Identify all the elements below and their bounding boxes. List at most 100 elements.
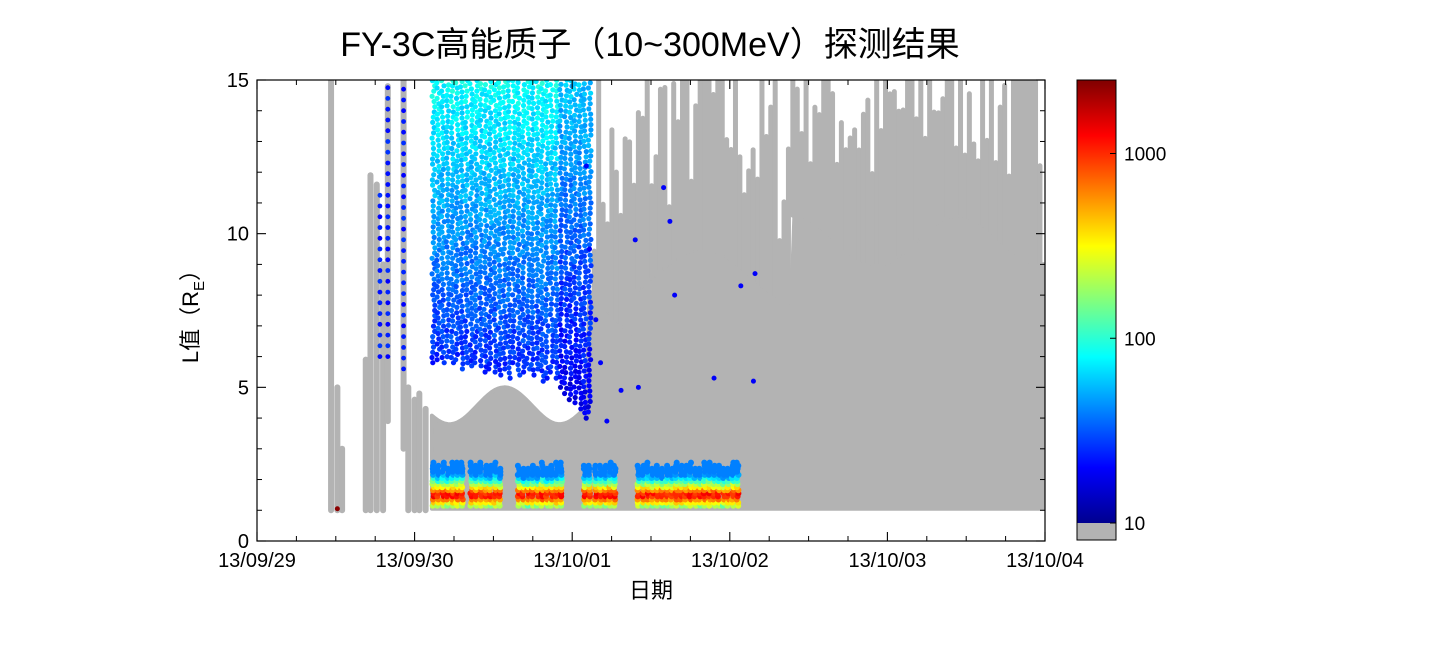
flux-point	[535, 131, 541, 137]
flux-point	[535, 94, 541, 100]
flux-point	[497, 200, 503, 206]
flux-point	[514, 283, 521, 289]
flux-point	[377, 257, 383, 263]
flux-point	[455, 122, 461, 128]
flux-point	[385, 85, 391, 91]
flux-point	[586, 231, 592, 237]
x-tick-label-2: 13/10/01	[533, 550, 611, 572]
flux-point	[586, 179, 592, 185]
flux-point	[439, 88, 445, 94]
flux-point	[495, 236, 501, 242]
flux-point	[401, 119, 406, 124]
flux-point	[586, 336, 592, 342]
flux-point	[581, 384, 587, 390]
flux-point	[567, 350, 573, 356]
flux-point	[543, 166, 549, 172]
flux-point	[515, 362, 521, 368]
flux-point	[479, 232, 485, 238]
flux-point	[566, 282, 573, 288]
flux-point	[563, 291, 569, 297]
flux-point	[483, 155, 489, 161]
flux-point	[496, 362, 502, 368]
flux-point	[500, 99, 506, 105]
flux-point	[462, 339, 468, 345]
flux-point	[515, 226, 521, 232]
flux-point	[453, 242, 459, 248]
flux-point	[586, 294, 592, 300]
flux-point	[434, 268, 440, 274]
flux-point	[520, 301, 526, 307]
flux-point	[385, 139, 391, 144]
flux-point	[430, 339, 436, 345]
flux-point	[448, 98, 454, 105]
flux-point	[501, 146, 507, 153]
flux-point	[454, 111, 460, 117]
flux-point	[562, 343, 568, 350]
flux-point	[559, 248, 565, 255]
flux-point	[453, 169, 460, 175]
flux-point	[439, 193, 445, 199]
flux-point	[524, 120, 530, 126]
flux-point	[554, 187, 561, 193]
flux-point	[576, 82, 582, 88]
flux-point	[459, 287, 465, 294]
flux-point	[491, 207, 497, 213]
flux-point	[548, 102, 554, 109]
flux-point	[557, 259, 563, 265]
flux-point	[581, 368, 587, 374]
flux-point	[567, 381, 573, 387]
flux-point	[468, 216, 474, 223]
flux-point	[533, 183, 539, 189]
flux-point	[576, 327, 582, 334]
flux-point	[544, 80, 550, 83]
flux-point	[552, 260, 559, 266]
flux-point	[553, 82, 559, 89]
flux-point	[578, 260, 584, 266]
flux-point	[444, 124, 450, 130]
flux-point	[515, 278, 521, 284]
flux-point	[538, 289, 544, 295]
flux-point	[479, 154, 485, 160]
flux-point	[493, 102, 499, 109]
flux-point	[440, 166, 446, 172]
flux-point	[468, 321, 474, 327]
flux-point	[529, 215, 536, 221]
flux-point	[463, 93, 469, 99]
flux-point	[554, 265, 560, 271]
flux-point	[469, 258, 475, 264]
flux-point	[491, 149, 497, 156]
flux-point	[478, 253, 484, 259]
flux-point	[543, 281, 549, 287]
flux-point	[463, 292, 469, 298]
flux-point	[557, 196, 564, 202]
flux-point	[505, 297, 511, 303]
flux-point	[500, 89, 506, 95]
flux-point	[468, 138, 474, 144]
flux-point	[578, 249, 585, 255]
flux-point	[472, 287, 478, 293]
flux-point	[468, 279, 474, 285]
flux-point	[454, 278, 460, 284]
belt-point	[529, 462, 536, 469]
flux-point	[548, 155, 555, 161]
flux-point	[558, 311, 564, 317]
flux-point	[512, 140, 518, 146]
flux-point	[567, 203, 574, 209]
flux-point	[501, 220, 507, 226]
colorbar-gradient	[1077, 80, 1116, 523]
flux-point	[581, 253, 587, 259]
flux-point	[487, 277, 493, 283]
flux-point	[465, 109, 471, 115]
flux-point	[583, 154, 589, 160]
flux-point	[530, 194, 536, 200]
flux-point	[573, 358, 580, 364]
flux-point	[548, 275, 554, 281]
flux-point	[564, 80, 570, 83]
flux-point	[562, 223, 569, 229]
flux-point	[435, 325, 441, 331]
flux-point	[520, 170, 527, 176]
flux-point	[563, 161, 569, 167]
outlier-point-5	[635, 384, 641, 390]
flux-point	[554, 370, 561, 376]
flux-point	[568, 240, 574, 246]
